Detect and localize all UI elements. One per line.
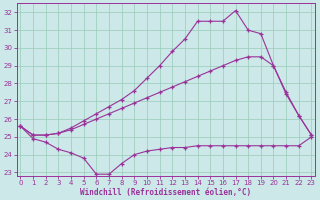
X-axis label: Windchill (Refroidissement éolien,°C): Windchill (Refroidissement éolien,°C): [80, 188, 252, 197]
